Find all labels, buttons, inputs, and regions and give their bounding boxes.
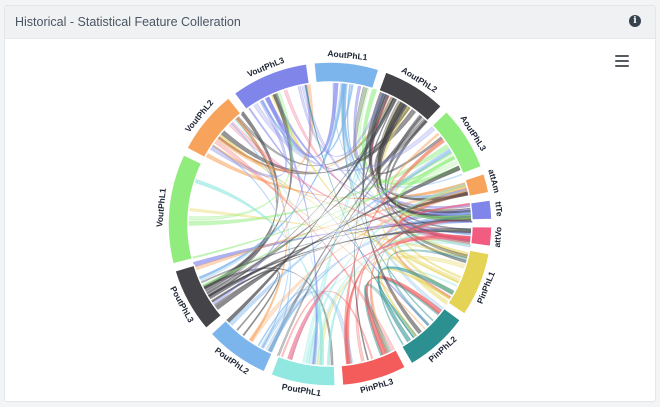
- ribbon: [276, 119, 429, 357]
- arc-label: VoutPhL1: [154, 188, 168, 228]
- card-header: Historical - Statistical Feature Collera…: [5, 6, 655, 39]
- arc-label: AoutPhL1: [327, 48, 368, 62]
- ribbon: [201, 111, 279, 290]
- ribbon: [397, 237, 472, 283]
- arc-pinphl2[interactable]: [400, 307, 462, 365]
- arcs-layer: [167, 61, 493, 387]
- arc-aoutphl2[interactable]: [377, 70, 443, 122]
- ribbon: [377, 100, 473, 222]
- info-circle-icon[interactable]: i: [629, 15, 641, 27]
- arc-ttte[interactable]: [469, 198, 493, 221]
- arc-pinphl1[interactable]: [446, 249, 491, 316]
- arc-label: ttTe: [493, 201, 504, 217]
- ribbon: [341, 82, 471, 248]
- ribbon: [192, 217, 473, 268]
- arc-aoutphl1[interactable]: [313, 61, 380, 90]
- hamburger-menu-icon[interactable]: [615, 55, 629, 67]
- arc-attam[interactable]: [463, 172, 490, 198]
- card-title: Historical - Statistical Feature Collera…: [15, 15, 241, 29]
- arc-voutphl3[interactable]: [233, 62, 311, 111]
- arc-poutphl2[interactable]: [209, 319, 274, 373]
- arc-aoutphl3[interactable]: [431, 110, 483, 175]
- arc-poutphl1[interactable]: [269, 355, 337, 387]
- arc-pinphl3[interactable]: [340, 348, 407, 387]
- arc-attvo[interactable]: [469, 225, 493, 248]
- arc-voutphl2[interactable]: [185, 96, 243, 159]
- arc-voutphl1[interactable]: [167, 153, 203, 265]
- ribbon: [332, 81, 464, 188]
- arc-label: attVo: [492, 226, 504, 247]
- arc-poutphl3[interactable]: [174, 264, 223, 330]
- ribbon: [313, 240, 472, 366]
- ribbon: [361, 88, 462, 186]
- ribbons-layer: [187, 81, 473, 367]
